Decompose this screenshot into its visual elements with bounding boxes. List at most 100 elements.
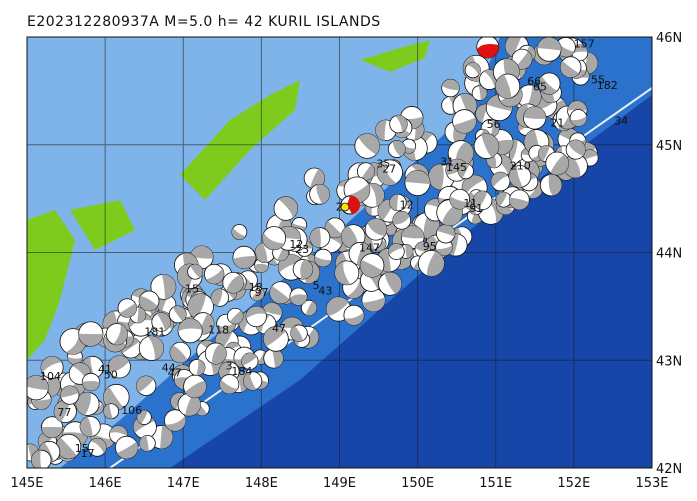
focal-mechanism — [361, 287, 386, 313]
event-label: 15 — [185, 283, 199, 296]
event-label: 56 — [487, 118, 501, 131]
focal-mechanism — [269, 281, 293, 304]
focal-mechanism — [138, 290, 160, 312]
lon-tick-label: 153E — [635, 476, 668, 491]
focal-mechanism — [78, 321, 104, 347]
event-label: 18 — [249, 281, 263, 294]
focal-mechanism — [55, 433, 82, 460]
focal-mechanism — [417, 250, 445, 277]
focal-mechanism — [490, 171, 511, 192]
iturup-island — [180, 80, 300, 200]
kunashir-island — [70, 200, 135, 250]
focal-mechanism — [495, 191, 512, 208]
focal-mechanism — [79, 415, 101, 437]
event-label: 181 — [144, 325, 165, 338]
focal-mechanism — [387, 243, 405, 260]
focal-mechanism — [31, 449, 52, 468]
epicenter-star — [340, 202, 350, 212]
focal-mechanism — [138, 335, 165, 361]
focal-mechanism — [187, 263, 204, 280]
focal-mechanism — [188, 359, 206, 376]
event-label: 157 — [574, 38, 595, 51]
focal-mechanism — [103, 403, 120, 420]
focal-mechanism — [392, 211, 412, 230]
event-label: 66 — [527, 75, 541, 88]
event-label: 34 — [614, 115, 628, 128]
focal-mechanism — [151, 312, 171, 332]
event-label: 47 — [168, 367, 182, 380]
focal-mechanism — [40, 356, 64, 379]
lat-tick-label: 42N — [656, 462, 682, 477]
focal-mechanism — [177, 392, 201, 417]
focal-mechanism — [452, 109, 477, 134]
event-label: 77 — [57, 406, 71, 419]
lon-tick-label: 148E — [245, 476, 278, 491]
event-label: 3 — [226, 360, 233, 373]
lat-tick-label: 46N — [656, 31, 682, 46]
focal-mechanism — [389, 193, 407, 212]
focal-mechanism — [356, 162, 376, 181]
lon-tick-label: 150E — [401, 476, 434, 491]
focal-mechanism — [204, 342, 227, 365]
focal-mechanism — [114, 435, 139, 460]
event-label: 41 — [98, 363, 112, 376]
event-label: 12 — [289, 238, 303, 251]
event-label: 145 — [446, 161, 467, 174]
focal-mechanism — [75, 391, 100, 416]
event-label: 47 — [272, 322, 286, 335]
event-label: 17 — [81, 447, 95, 460]
event-label: 15 — [75, 442, 89, 455]
lon-tick-label: 151E — [479, 476, 512, 491]
focal-mechanism — [203, 263, 225, 285]
event-label: 147 — [359, 242, 380, 255]
focal-mechanism — [289, 287, 308, 306]
focal-mechanism — [290, 324, 308, 342]
focal-mechanism — [495, 73, 521, 99]
focal-mechanism — [81, 372, 101, 392]
focal-mechanism — [376, 159, 403, 186]
focal-mechanism — [53, 399, 77, 424]
target-mechanism-compression — [347, 195, 361, 214]
focal-mechanism — [273, 196, 299, 221]
focal-mechanism — [389, 114, 408, 134]
focal-mechanism — [263, 326, 289, 352]
lat-tick-label: 45N — [656, 139, 682, 154]
northern-islands — [360, 40, 430, 72]
event-label: 5 — [313, 279, 320, 292]
focal-mechanism — [343, 304, 365, 326]
event-label: 95 — [423, 240, 437, 253]
focal-mechanism — [472, 190, 493, 211]
focal-mechanism — [309, 227, 331, 248]
event-label: 12 — [400, 199, 414, 212]
focal-mechanism — [404, 170, 431, 196]
focal-mechanism — [164, 409, 187, 432]
event-label: 210 — [510, 159, 531, 172]
focal-mechanism — [303, 167, 326, 189]
focal-mechanism — [436, 224, 456, 244]
focal-mechanism — [559, 56, 582, 78]
focal-mechanism — [378, 271, 402, 296]
event-label: 21 — [550, 116, 564, 129]
lon-tick-label: 149E — [323, 476, 356, 491]
event-label: 91 — [469, 202, 483, 215]
focal-mechanism — [522, 106, 547, 130]
focal-mechanism — [168, 305, 187, 324]
focal-mechanism — [243, 371, 263, 391]
lat-tick-label: 44N — [656, 247, 682, 262]
focal-mechanism — [139, 435, 156, 452]
focal-mechanism — [509, 189, 530, 211]
focal-mechanism — [41, 416, 64, 439]
event-label: 118 — [208, 324, 229, 337]
focal-mechanism — [539, 174, 563, 197]
focal-mechanism — [241, 352, 259, 370]
focal-mechanism — [508, 165, 532, 188]
focal-mechanism — [473, 133, 500, 159]
focal-mechanism — [263, 348, 284, 369]
event-label: 97 — [255, 286, 269, 299]
event-label: 184 — [231, 365, 252, 378]
focal-mechanism — [565, 139, 586, 160]
axis-labels: 145E 146E 147E 148E 149E 150E 151E 152E 153E 46N 4… — [10, 31, 682, 491]
focal-mechanism — [449, 188, 470, 210]
event-label: 31 — [440, 156, 454, 169]
focal-mechanism — [471, 85, 488, 101]
